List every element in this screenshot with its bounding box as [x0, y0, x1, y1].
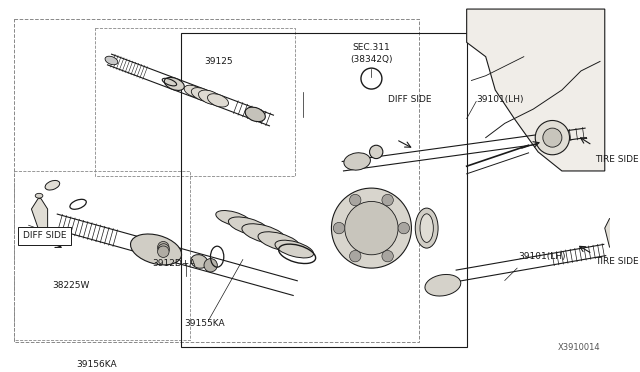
- Text: 39101(LH): 39101(LH): [476, 95, 524, 104]
- Text: DIFF SIDE: DIFF SIDE: [388, 95, 431, 104]
- Ellipse shape: [164, 77, 184, 90]
- Circle shape: [543, 128, 562, 147]
- Circle shape: [382, 250, 394, 262]
- Polygon shape: [31, 199, 47, 228]
- Text: 39155KA: 39155KA: [185, 319, 225, 328]
- Circle shape: [398, 222, 410, 234]
- Circle shape: [535, 121, 570, 155]
- Circle shape: [158, 244, 170, 255]
- Polygon shape: [467, 9, 605, 171]
- Ellipse shape: [216, 211, 251, 227]
- Text: 39156KA: 39156KA: [76, 360, 117, 369]
- Bar: [14, 171, 191, 340]
- Bar: [14, 19, 419, 342]
- Text: 39125: 39125: [205, 57, 234, 66]
- Circle shape: [333, 222, 345, 234]
- Ellipse shape: [425, 275, 461, 296]
- Ellipse shape: [105, 56, 118, 65]
- Bar: [95, 28, 295, 176]
- Ellipse shape: [245, 107, 266, 122]
- Ellipse shape: [35, 193, 43, 198]
- Circle shape: [349, 194, 361, 206]
- Circle shape: [157, 246, 169, 257]
- Circle shape: [382, 194, 394, 206]
- Ellipse shape: [207, 94, 228, 107]
- Circle shape: [345, 202, 398, 255]
- Text: X3910014: X3910014: [557, 343, 600, 352]
- Ellipse shape: [45, 180, 60, 190]
- Ellipse shape: [131, 234, 182, 265]
- Circle shape: [332, 188, 412, 268]
- Circle shape: [369, 145, 383, 158]
- Circle shape: [204, 259, 218, 272]
- Polygon shape: [605, 219, 619, 247]
- Ellipse shape: [258, 232, 300, 251]
- Text: 3912D+A: 3912D+A: [152, 259, 196, 268]
- Ellipse shape: [198, 90, 221, 105]
- Bar: [181, 33, 467, 347]
- Circle shape: [157, 241, 169, 253]
- Ellipse shape: [191, 88, 212, 101]
- Ellipse shape: [242, 224, 285, 244]
- Ellipse shape: [344, 153, 371, 170]
- Text: 38225W: 38225W: [52, 281, 90, 290]
- Text: TIRE SIDE: TIRE SIDE: [595, 155, 639, 164]
- Ellipse shape: [275, 240, 314, 258]
- Ellipse shape: [415, 208, 438, 248]
- Ellipse shape: [184, 85, 204, 97]
- Text: DIFF SIDE: DIFF SIDE: [23, 231, 67, 240]
- Ellipse shape: [420, 214, 433, 243]
- Text: TIRE SIDE: TIRE SIDE: [595, 257, 639, 266]
- Ellipse shape: [191, 254, 208, 268]
- Text: SEC.311
(38342Q): SEC.311 (38342Q): [350, 44, 393, 64]
- Circle shape: [349, 250, 361, 262]
- Text: 39101(LH): 39101(LH): [518, 252, 566, 261]
- Ellipse shape: [228, 217, 269, 235]
